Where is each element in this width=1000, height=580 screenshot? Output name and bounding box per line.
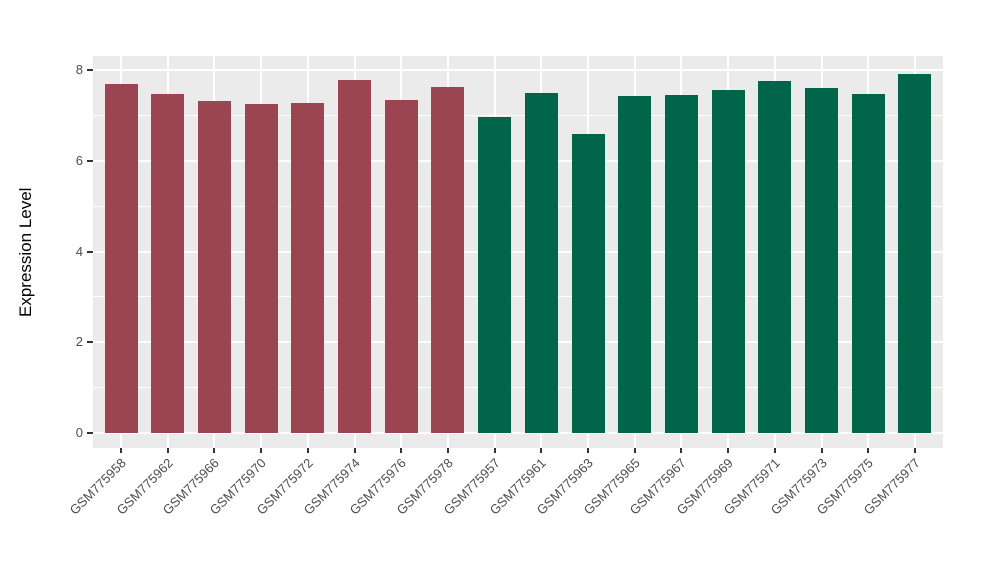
bar <box>384 100 418 433</box>
gridline-minor <box>93 205 943 207</box>
y-axis-tick <box>87 159 93 162</box>
x-axis-tick <box>446 448 449 453</box>
gridline-major <box>93 69 943 71</box>
bar <box>197 100 231 433</box>
y-tick-label: 4 <box>75 243 83 259</box>
bar <box>805 88 839 433</box>
x-axis-tick <box>400 448 403 453</box>
bar <box>151 94 185 433</box>
y-tick-label: 0 <box>75 425 83 440</box>
x-axis-tick <box>353 448 356 453</box>
plot-panel <box>93 56 943 448</box>
x-axis-tick <box>120 448 123 453</box>
bar <box>524 93 558 433</box>
bar <box>664 94 698 433</box>
x-axis-tick <box>633 448 636 453</box>
bar <box>711 90 745 433</box>
x-axis-tick <box>260 448 263 453</box>
gridline-minor <box>93 296 943 298</box>
bar <box>898 74 932 433</box>
bar <box>618 95 652 433</box>
bar <box>431 86 465 433</box>
x-axis-tick <box>306 448 309 453</box>
x-axis-tick <box>587 448 590 453</box>
bar <box>338 80 372 433</box>
y-tick-label: 2 <box>75 334 83 350</box>
x-axis-tick <box>913 448 916 453</box>
gridline-major <box>93 250 943 253</box>
y-axis-tick <box>87 69 93 71</box>
bar <box>571 133 605 433</box>
x-axis-tick <box>867 448 870 453</box>
x-axis-tick <box>820 448 823 453</box>
x-axis-tick <box>493 448 496 453</box>
x-axis-tick <box>680 448 683 453</box>
bar <box>851 94 885 433</box>
y-axis-tick <box>87 432 93 434</box>
gridline-major <box>93 432 943 434</box>
bar <box>291 103 325 433</box>
gridline-major <box>93 341 943 344</box>
x-axis-tick <box>540 448 543 453</box>
y-axis-tick <box>87 250 93 253</box>
bar <box>478 117 512 433</box>
x-axis-tick <box>773 448 776 453</box>
x-axis-tick <box>166 448 169 453</box>
gridline-minor <box>93 387 943 389</box>
y-tick-label: 6 <box>75 152 83 168</box>
y-axis-tick <box>87 341 93 344</box>
x-axis-tick <box>213 448 216 453</box>
gridline-minor <box>93 114 943 116</box>
bar <box>244 103 278 433</box>
y-axis-title: Expression Level <box>16 187 35 317</box>
y-tick-label: 8 <box>75 62 83 77</box>
bar <box>758 81 792 433</box>
gridline-major <box>93 159 943 162</box>
bar <box>104 84 138 433</box>
x-axis-tick <box>727 448 730 453</box>
